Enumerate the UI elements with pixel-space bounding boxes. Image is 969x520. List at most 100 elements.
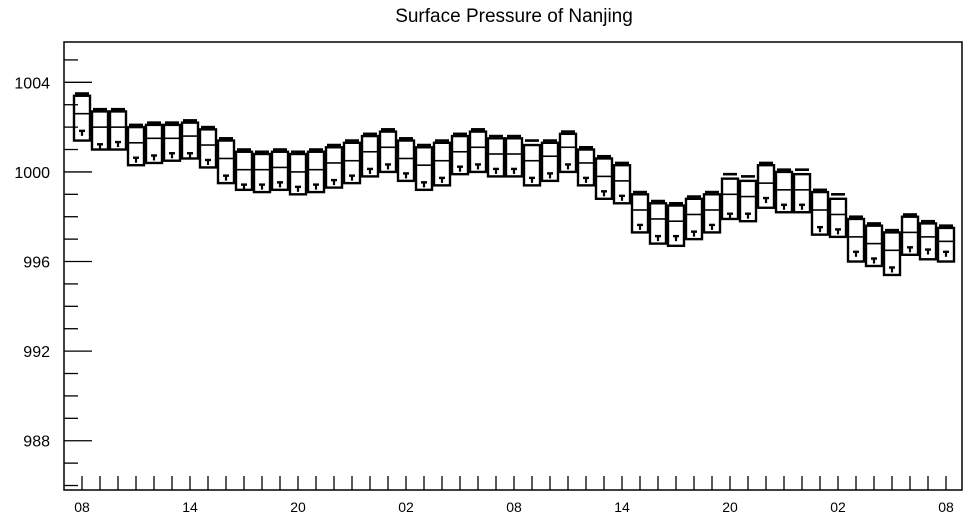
- x-tick-label: 14: [614, 499, 630, 515]
- box-body: [612, 163, 632, 205]
- y-tick-label: 988: [23, 434, 50, 451]
- box-43: [846, 215, 866, 263]
- box-48: [936, 224, 956, 263]
- box-body: [252, 152, 272, 194]
- box-46: [900, 213, 920, 257]
- box-2: [108, 107, 128, 151]
- box-body: [738, 179, 758, 223]
- plot-frame: [63, 41, 963, 491]
- box-41: [810, 188, 830, 236]
- x-tick-label: 08: [938, 499, 954, 515]
- box-14: [324, 143, 344, 189]
- box-body: [432, 141, 452, 187]
- box-body: [846, 217, 866, 263]
- box-26: [540, 139, 560, 183]
- box-body: [918, 222, 938, 261]
- axis-layer: 988 992 996 1000 1004 08 14 20 02 08 14 20 02 08: [14, 59, 954, 515]
- x-tick-label: 08: [74, 499, 90, 515]
- box-body: [270, 150, 290, 192]
- box-body: [360, 134, 380, 178]
- box-21: [450, 132, 470, 176]
- box-body: [540, 141, 560, 183]
- box-45: [882, 228, 902, 277]
- box-body: [486, 137, 506, 178]
- box-body: [594, 157, 614, 200]
- box-33: [666, 201, 686, 248]
- box-body: [180, 121, 200, 160]
- box-37: [738, 175, 758, 223]
- x-tick-label: 08: [506, 499, 522, 515]
- x-tick-label: 02: [398, 499, 414, 515]
- chart-title: Surface Pressure of Nanjing: [395, 6, 633, 27]
- box-1: [90, 107, 110, 151]
- x-tick-label: 20: [290, 499, 306, 515]
- y-tick-label: 996: [23, 255, 50, 272]
- box-39: [774, 168, 794, 214]
- box-body: [576, 148, 596, 187]
- box-31: [630, 190, 650, 234]
- box-44: [864, 222, 884, 268]
- box-body: [792, 172, 812, 214]
- box-40: [792, 168, 812, 214]
- box-body: [414, 146, 434, 192]
- box-35: [702, 190, 722, 234]
- box-0: [72, 92, 92, 142]
- box-body: [306, 150, 326, 194]
- box-body: [558, 132, 578, 174]
- box-11: [270, 148, 290, 192]
- box-body: [648, 202, 668, 245]
- box-body: [810, 190, 830, 236]
- box-34: [684, 195, 704, 241]
- box-29: [594, 154, 614, 200]
- box-body: [450, 134, 470, 176]
- box-body: [378, 130, 398, 174]
- box-32: [648, 199, 668, 245]
- box-body: [90, 110, 110, 151]
- box-13: [306, 148, 326, 194]
- box-body: [666, 204, 686, 248]
- box-body: [198, 128, 218, 169]
- box-body: [864, 224, 884, 268]
- box-36: [720, 172, 740, 221]
- box-body: [756, 163, 776, 209]
- box-23: [486, 134, 506, 178]
- box-body: [630, 193, 650, 234]
- box-body: [468, 130, 488, 174]
- box-12: [288, 150, 308, 196]
- box-24: [504, 134, 524, 178]
- box-20: [432, 139, 452, 187]
- box-body: [288, 152, 308, 196]
- box-body: [774, 170, 794, 214]
- box-10: [252, 150, 272, 194]
- box-8: [216, 137, 236, 185]
- box-body: [684, 197, 704, 241]
- box-22: [468, 128, 488, 174]
- box-3: [126, 123, 146, 167]
- box-body: [234, 150, 254, 192]
- box-body: [162, 123, 182, 162]
- box-body: [216, 139, 236, 185]
- box-body: [882, 231, 902, 277]
- box-25: [522, 139, 542, 187]
- box-6: [180, 119, 200, 160]
- box-body: [144, 123, 164, 165]
- box-body: [828, 197, 848, 239]
- box-body: [396, 139, 416, 183]
- box-body: [126, 125, 146, 167]
- box-body: [504, 137, 524, 178]
- box-4: [144, 121, 164, 165]
- box-42: [828, 193, 848, 239]
- box-27: [558, 130, 578, 174]
- y-tick-label: 1004: [14, 75, 50, 92]
- box-body: [936, 226, 956, 263]
- box-body: [900, 215, 920, 257]
- box-38: [756, 161, 776, 209]
- box-body: [720, 177, 740, 221]
- box-layer: [72, 92, 956, 277]
- box-28: [576, 145, 596, 187]
- box-7: [198, 125, 218, 169]
- box-body: [522, 143, 542, 187]
- y-tick-label: 1000: [14, 165, 50, 182]
- box-15: [342, 139, 362, 185]
